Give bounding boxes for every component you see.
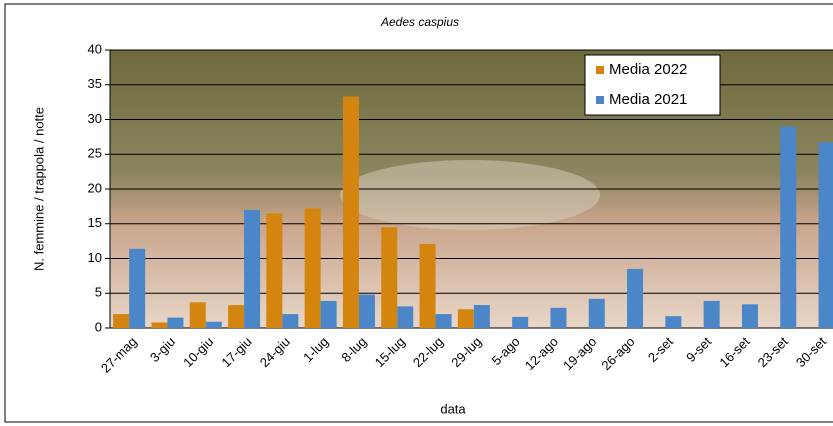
bar	[588, 298, 605, 328]
bar	[358, 294, 375, 328]
bar	[397, 306, 414, 328]
y-tick-label: 20	[88, 180, 102, 195]
bar	[818, 142, 833, 328]
bar	[512, 316, 529, 328]
bar	[320, 300, 337, 328]
bar	[205, 321, 222, 328]
bar	[266, 213, 283, 328]
y-tick-label: 40	[88, 41, 102, 56]
photo-decoration	[340, 160, 600, 230]
y-axis-label: N. femmine / trappola / notte	[31, 107, 46, 271]
bar	[151, 322, 168, 328]
bar	[244, 209, 261, 328]
bar	[129, 248, 146, 328]
legend-swatch	[596, 66, 604, 74]
bar	[419, 243, 436, 328]
legend-label: Media 2022	[609, 61, 687, 78]
bar	[381, 227, 398, 328]
x-axis-label: data	[440, 401, 466, 416]
y-tick-label: 35	[88, 76, 102, 91]
bar	[550, 307, 567, 328]
legend: Media 2022 Media 2021	[584, 54, 721, 116]
legend-box	[584, 54, 721, 116]
y-tick-label: 0	[95, 319, 102, 334]
bar	[167, 317, 184, 328]
legend-label: Media 2021	[609, 91, 687, 108]
bar	[282, 314, 299, 328]
bar	[780, 126, 797, 328]
bar	[627, 268, 644, 328]
y-tick-label: 25	[88, 146, 102, 161]
y-tick-label: 15	[88, 215, 102, 230]
bar	[304, 208, 321, 328]
y-tick-label: 10	[88, 250, 102, 265]
y-tick-label: 5	[95, 285, 102, 300]
chart-title: Aedes caspius	[380, 15, 459, 29]
bar	[228, 305, 245, 328]
y-tick-label: 30	[88, 111, 102, 126]
legend-swatch	[596, 96, 604, 104]
bar	[473, 305, 490, 328]
bar	[741, 304, 758, 328]
bar	[189, 302, 206, 328]
bar	[665, 316, 682, 328]
bar	[703, 300, 720, 328]
bar	[435, 314, 452, 328]
bar	[113, 314, 130, 328]
bar	[457, 309, 474, 328]
bar	[342, 96, 359, 328]
